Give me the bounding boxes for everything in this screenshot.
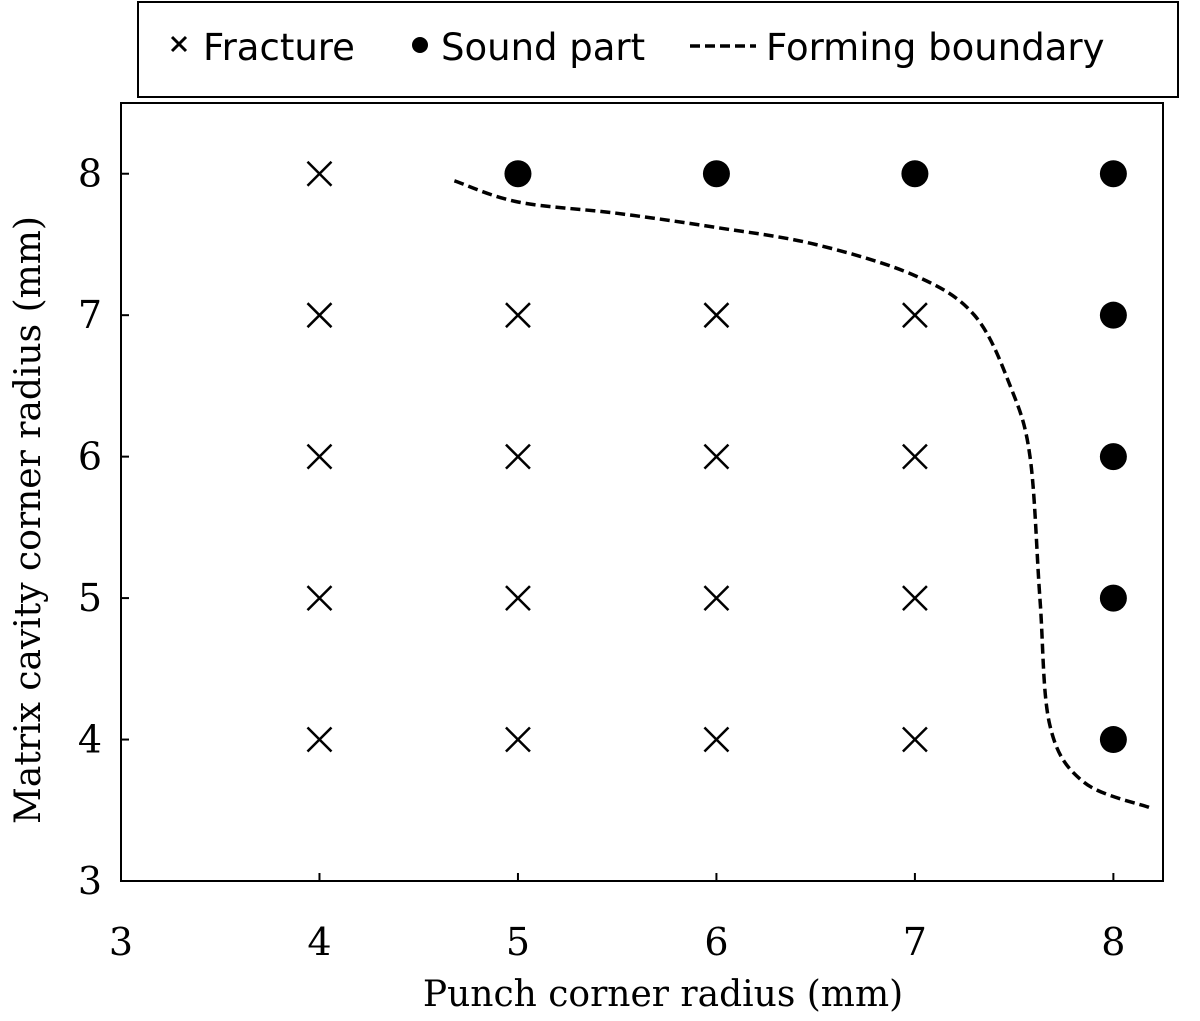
sound-part-point	[901, 160, 929, 188]
y-tick-label: 6	[78, 435, 102, 479]
fracture-point	[306, 302, 333, 329]
legend-label-sound-part: Sound part	[441, 26, 645, 69]
legend-marker-fracture	[170, 35, 188, 53]
fracture-point	[902, 443, 928, 470]
x-tick-label: 8	[1101, 920, 1125, 964]
y-axis-title: Matrix cavity corner radius (mm)	[8, 216, 49, 824]
y-tick-label: 5	[78, 576, 102, 620]
sound-part-point	[1099, 160, 1127, 188]
fracture-point	[306, 443, 333, 470]
legend-label-forming-boundary: Forming boundary	[766, 26, 1104, 69]
forming-boundary-line	[453, 179, 1150, 810]
fracture-point	[306, 160, 333, 187]
legend: Fracture Sound part Forming boundary	[137, 1, 1179, 98]
x-tick-label: 6	[704, 920, 728, 964]
legend-marker-sound-part	[412, 37, 428, 53]
sound-part-point	[1099, 443, 1127, 471]
legend-frame	[137, 1, 1179, 98]
data-marks	[306, 160, 1150, 810]
fracture-point	[703, 585, 730, 611]
y-tick-label: 8	[78, 152, 102, 196]
x-tick-label: 7	[903, 920, 927, 964]
y-tick-label: 7	[78, 293, 102, 337]
y-tick-label: 3	[78, 859, 102, 903]
fracture-point	[703, 726, 730, 753]
fracture-point	[505, 443, 531, 470]
y-tick-label: 4	[78, 718, 102, 762]
x-axis-title: Punch corner radius (mm)	[423, 974, 903, 1015]
fracture-point	[505, 585, 531, 611]
fracture-point	[703, 302, 730, 329]
y-axis: 3 4 5 6 7 8	[78, 152, 129, 903]
x-tick-label: 4	[307, 920, 331, 964]
fracture-point	[505, 726, 531, 753]
fracture-point	[703, 443, 730, 470]
x-tick-label: 3	[109, 920, 133, 964]
fracture-point	[902, 726, 928, 753]
fracture-point	[306, 585, 333, 611]
plot-area	[120, 102, 1164, 882]
sound-part-point	[1099, 301, 1127, 329]
sound-part-point	[1099, 726, 1127, 754]
fracture-point	[902, 302, 928, 329]
x-tick-label: 5	[506, 920, 530, 964]
fracture-point	[306, 726, 333, 753]
sound-part-point	[1099, 584, 1127, 612]
fracture-point	[902, 585, 928, 611]
fracture-point	[505, 302, 531, 329]
x-axis: 3 4 5 6 7 8	[109, 873, 1125, 964]
sound-part-point	[504, 160, 532, 188]
sound-part-point	[702, 160, 730, 188]
legend-label-fracture: Fracture	[203, 26, 355, 69]
